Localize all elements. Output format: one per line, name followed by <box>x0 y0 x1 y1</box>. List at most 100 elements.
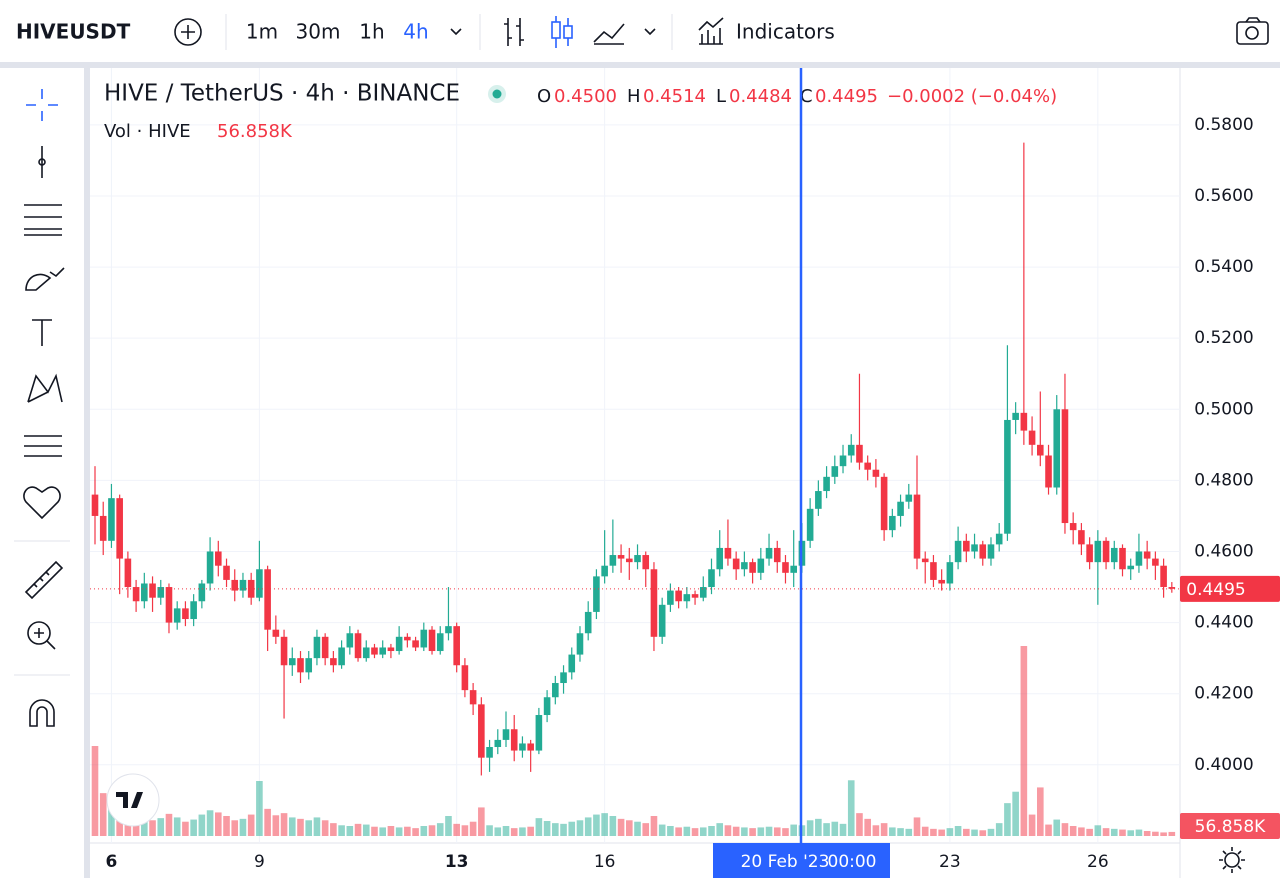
volume-bar <box>420 826 428 836</box>
volume-bar <box>971 829 978 836</box>
candle-body <box>453 626 460 666</box>
volume-bar <box>1143 831 1151 836</box>
volume-badge <box>1180 812 1280 839</box>
candles <box>90 142 1180 776</box>
bars-style-button[interactable] <box>504 18 524 46</box>
indicators-icon[interactable] <box>698 17 724 45</box>
interval-button[interactable]: 1h <box>359 20 384 44</box>
trend-line-tool[interactable] <box>38 146 46 178</box>
volume-bar <box>354 823 362 836</box>
volume-bar <box>716 823 724 836</box>
volume-bar <box>856 813 863 836</box>
fib-tool[interactable] <box>24 204 62 236</box>
candle-body <box>247 579 255 598</box>
volume-bar <box>749 828 756 836</box>
volume-bar <box>412 828 419 836</box>
candle-body <box>1152 558 1159 566</box>
candle-body <box>609 555 617 566</box>
text-tool[interactable] <box>32 319 52 346</box>
volume-bar <box>173 817 181 836</box>
candle-body <box>749 562 756 573</box>
volume-bar <box>313 817 321 836</box>
volume-bar <box>346 826 354 836</box>
volume-bar <box>338 825 345 836</box>
x-tick-label: 6 <box>106 852 118 872</box>
forecast-tool[interactable] <box>24 435 62 457</box>
candle-body <box>116 498 123 559</box>
indicators-button[interactable]: Indicators <box>736 20 835 44</box>
candle-body <box>773 547 781 563</box>
candle-body <box>683 594 691 602</box>
candle-body <box>667 590 674 605</box>
candle-body <box>897 501 904 516</box>
candle-body <box>650 569 658 637</box>
volume-bar <box>708 826 715 836</box>
pattern-tool[interactable] <box>27 373 63 403</box>
volume-bar <box>732 826 740 836</box>
volume-bar <box>404 826 411 836</box>
candle-body <box>954 540 962 563</box>
volume-bar <box>650 816 658 836</box>
candle-body <box>321 636 329 659</box>
volume-bar <box>946 828 954 836</box>
volume-bar <box>584 817 592 836</box>
interval-button-active[interactable]: 4h <box>403 20 428 44</box>
candle-body <box>815 491 822 509</box>
add-symbol-button[interactable] <box>174 18 202 46</box>
candle-body <box>99 515 107 541</box>
volume-bar <box>1028 814 1036 836</box>
favorites-tool[interactable] <box>23 486 61 520</box>
candle-body <box>231 579 239 591</box>
interval-button[interactable]: 1m <box>246 20 278 44</box>
candle-body <box>379 647 386 655</box>
candle-body <box>165 587 173 623</box>
candle-body <box>149 583 156 598</box>
volume-title: Vol · HIVE <box>104 121 191 142</box>
zoom-tool[interactable] <box>27 621 56 650</box>
axes: 0.4000 0.4200 0.4400 0.4600 0.4800 0.5000 0.52… <box>106 115 1280 872</box>
candle-body <box>157 587 165 598</box>
volume-bar <box>831 821 839 836</box>
candle-body <box>428 629 436 652</box>
screenshot-button[interactable] <box>1236 17 1269 45</box>
symbol-button[interactable]: HIVEUSDT <box>16 20 131 44</box>
volume-bar <box>165 813 173 836</box>
candle-body <box>930 562 937 580</box>
candle-body <box>1168 587 1176 589</box>
volume-bar <box>839 823 847 836</box>
volume-bar <box>552 823 559 836</box>
candle-body <box>1028 430 1036 445</box>
candle-body <box>330 658 337 666</box>
interval-dropdown[interactable] <box>450 28 462 36</box>
grid <box>90 68 1180 843</box>
crosshair-tool[interactable] <box>26 89 58 121</box>
candle-body <box>626 558 633 563</box>
line-style-button[interactable] <box>593 23 625 45</box>
volume-bar <box>921 826 929 836</box>
volume-bar <box>889 827 896 836</box>
volume-bar <box>1012 791 1019 836</box>
style-dropdown[interactable] <box>644 28 656 36</box>
volume-bar <box>979 830 987 836</box>
volume-bar <box>362 824 370 836</box>
volume-bar <box>773 827 781 836</box>
candle-body <box>847 444 855 456</box>
candles-style-button[interactable] <box>551 16 573 48</box>
candle-body <box>732 558 740 570</box>
magnet-tool[interactable] <box>29 699 55 727</box>
volume-bar <box>330 823 337 836</box>
volume-bar <box>1053 819 1061 836</box>
y-tick-label: 0.5000 <box>1194 399 1253 419</box>
candle-body <box>995 533 1003 545</box>
y-tick-label: 0.4200 <box>1194 684 1253 704</box>
ruler-tool[interactable] <box>24 560 64 600</box>
volume-bar <box>872 825 880 836</box>
brush-tool[interactable] <box>25 267 65 291</box>
candle-body <box>395 636 403 652</box>
settings-button[interactable] <box>1219 847 1245 873</box>
interval-button[interactable]: 30m <box>296 20 341 44</box>
candle-body <box>856 444 863 463</box>
candle-body <box>584 611 592 634</box>
volume-bar <box>1037 787 1044 836</box>
